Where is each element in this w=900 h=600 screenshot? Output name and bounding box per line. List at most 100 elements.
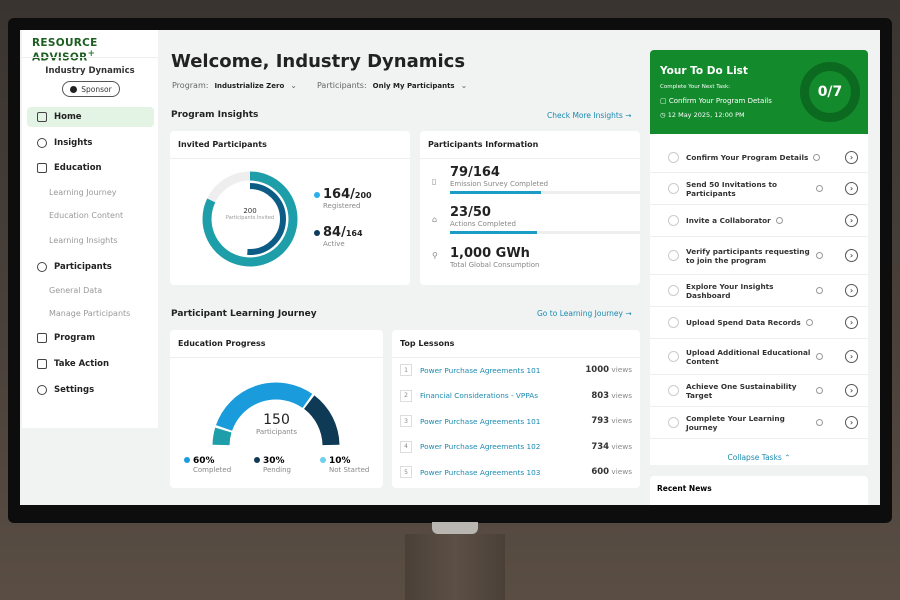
- lesson-rank: 2: [400, 389, 412, 402]
- task-item[interactable]: Achieve One Sustainability Target ›: [650, 375, 868, 407]
- todo-title: Your To Do List: [660, 65, 748, 77]
- chevron-right-circle-icon[interactable]: ›: [845, 182, 858, 195]
- task-checkbox[interactable]: [668, 351, 679, 362]
- lesson-link[interactable]: Power Purchase Agreements 101: [420, 416, 541, 426]
- chevron-right-circle-icon[interactable]: ›: [845, 316, 858, 329]
- legend-pending: 30% Pending: [254, 456, 291, 474]
- help-icon[interactable]: [816, 353, 823, 360]
- lesson-row[interactable]: 2 Financial Considerations - VPPAs 803 vie…: [400, 389, 632, 402]
- todo-progress-ring: 0/7: [800, 62, 860, 122]
- task-item[interactable]: Complete Your Learning Journey ›: [650, 407, 868, 439]
- task-checkbox[interactable]: [668, 285, 679, 296]
- sidebar-item-take-action[interactable]: Take Action: [27, 354, 154, 374]
- task-item[interactable]: Invite a Collaborator ›: [650, 205, 868, 237]
- card-title: Invited Participants: [170, 131, 410, 159]
- task-checkbox[interactable]: [668, 417, 679, 428]
- task-item[interactable]: Confirm Your Program Details ›: [650, 142, 868, 173]
- sidebar-item-insights[interactable]: Insights: [27, 133, 154, 153]
- lesson-views: 734 views: [591, 441, 632, 452]
- sidebar-item-program[interactable]: Program: [27, 328, 154, 348]
- go-to-learning-journey-link[interactable]: Go to Learning Journey →: [537, 309, 632, 318]
- task-checkbox[interactable]: [668, 317, 679, 328]
- arrow-right-icon: →: [625, 309, 632, 318]
- puzzle-icon: [37, 359, 47, 369]
- sidebar-item-education[interactable]: Education: [27, 158, 154, 178]
- chevron-right-circle-icon[interactable]: ›: [845, 150, 858, 164]
- task-checkbox[interactable]: [668, 215, 679, 226]
- lesson-rank: 3: [400, 415, 412, 427]
- sidebar-item-home[interactable]: Home: [27, 107, 154, 127]
- invited-participants-card: Invited Participants 200 Participants In…: [170, 131, 410, 285]
- chevron-right-circle-icon[interactable]: ›: [845, 214, 858, 227]
- clock-icon: ◷: [660, 111, 666, 119]
- home-icon: [37, 112, 47, 122]
- lesson-views: 793 views: [591, 416, 632, 426]
- lesson-link[interactable]: Financial Considerations - VPPAs: [420, 391, 539, 400]
- sidebar: RESOURCE ADVISOR+ Industry Dynamics Spon…: [22, 30, 158, 428]
- lesson-row[interactable]: 5 Power Purchase Agreements 103 600 views: [400, 466, 632, 478]
- task-item[interactable]: Upload Spend Data Records ›: [650, 307, 868, 339]
- participants-information-card: Participants Information 79/164 Emission …: [420, 131, 640, 285]
- lesson-row[interactable]: 4 Power Purchase Agreements 102 734 views: [400, 440, 632, 453]
- help-icon[interactable]: [775, 217, 783, 224]
- chevron-down-icon[interactable]: ⌄: [460, 81, 468, 90]
- clipboard-icon: ▯: [432, 177, 437, 186]
- lesson-row[interactable]: 3 Power Purchase Agreements 101 793 views: [400, 415, 632, 427]
- help-icon[interactable]: [816, 419, 823, 426]
- participants-select[interactable]: Only My Participants: [372, 81, 455, 90]
- chevron-right-circle-icon[interactable]: ›: [845, 249, 858, 262]
- sidebar-item-general-data[interactable]: General Data: [49, 286, 103, 295]
- lesson-rank: 4: [400, 440, 412, 453]
- help-icon[interactable]: [816, 287, 823, 294]
- lesson-link[interactable]: Power Purchase Agreements 102: [420, 442, 541, 451]
- chevron-right-circle-icon[interactable]: ›: [845, 350, 858, 363]
- task-checkbox[interactable]: [668, 151, 679, 163]
- legend-not-started: 10% Not Started: [320, 456, 369, 474]
- people-icon: [37, 262, 47, 272]
- progress-bar: [450, 231, 538, 234]
- help-icon[interactable]: [816, 252, 823, 259]
- lesson-link[interactable]: Power Purchase Agreements 101: [420, 365, 541, 375]
- education-progress-card: Education Progress 150 Participants 60% C…: [170, 330, 383, 488]
- help-icon[interactable]: [805, 319, 813, 326]
- lesson-views: 803 views: [591, 390, 632, 401]
- task-checkbox[interactable]: [668, 250, 679, 261]
- chart-icon: [37, 138, 47, 148]
- task-item[interactable]: Upload Additional Educational Content ›: [650, 339, 868, 375]
- lesson-link[interactable]: Power Purchase Agreements 103: [420, 467, 541, 477]
- chevron-down-icon[interactable]: ⌄: [290, 81, 297, 90]
- chevron-right-circle-icon[interactable]: ›: [845, 416, 858, 429]
- sidebar-item-learning-journey[interactable]: Learning Journey: [49, 188, 117, 197]
- task-item[interactable]: Send 50 Invitations to Participants ›: [650, 173, 868, 205]
- role-badge[interactable]: Sponsor: [62, 81, 120, 97]
- task-checkbox[interactable]: [668, 183, 679, 194]
- check-more-insights-link[interactable]: Check More Insights →: [547, 111, 632, 120]
- progress-bar: [450, 191, 542, 194]
- sidebar-item-manage-participants[interactable]: Manage Participants: [49, 309, 131, 318]
- help-icon[interactable]: [816, 185, 823, 192]
- registered-stat: 164/200 Registered: [314, 187, 372, 210]
- task-item[interactable]: Explore Your Insights Dashboard ›: [650, 275, 868, 307]
- sidebar-item-participants[interactable]: Participants: [27, 257, 154, 277]
- task-checkbox[interactable]: [668, 385, 679, 396]
- sidebar-item-education-content[interactable]: Education Content: [49, 211, 124, 220]
- donut-center: 200 Participants Invited: [225, 207, 275, 221]
- sidebar-item-learning-insights[interactable]: Learning Insights: [49, 236, 118, 245]
- lesson-views: 1000 views: [585, 365, 632, 375]
- gear-icon: [37, 385, 47, 395]
- collapse-tasks-button[interactable]: Collapse Tasks ⌃: [727, 453, 791, 462]
- arrow-right-icon: →: [625, 111, 632, 120]
- sidebar-item-settings[interactable]: Settings: [27, 380, 154, 400]
- chevron-right-circle-icon[interactable]: ›: [845, 384, 858, 397]
- top-lessons-card: Top Lessons 1 Power Purchase Agreements 1…: [392, 330, 640, 488]
- next-task-link[interactable]: ▢ Confirm Your Program Details: [660, 97, 772, 105]
- chevron-right-circle-icon[interactable]: ›: [845, 284, 858, 297]
- task-item[interactable]: Verify participants requesting to join t…: [650, 237, 868, 275]
- help-icon[interactable]: [813, 153, 821, 161]
- program-select[interactable]: Industrialize Zero: [214, 81, 285, 90]
- list-icon: [37, 333, 47, 343]
- help-icon[interactable]: [816, 387, 823, 394]
- house-icon: ⌂: [432, 215, 438, 224]
- info-row: 79/164 Emission Survey Completed: [450, 165, 640, 194]
- lesson-row[interactable]: 1 Power Purchase Agreements 101 1000 views: [400, 364, 632, 376]
